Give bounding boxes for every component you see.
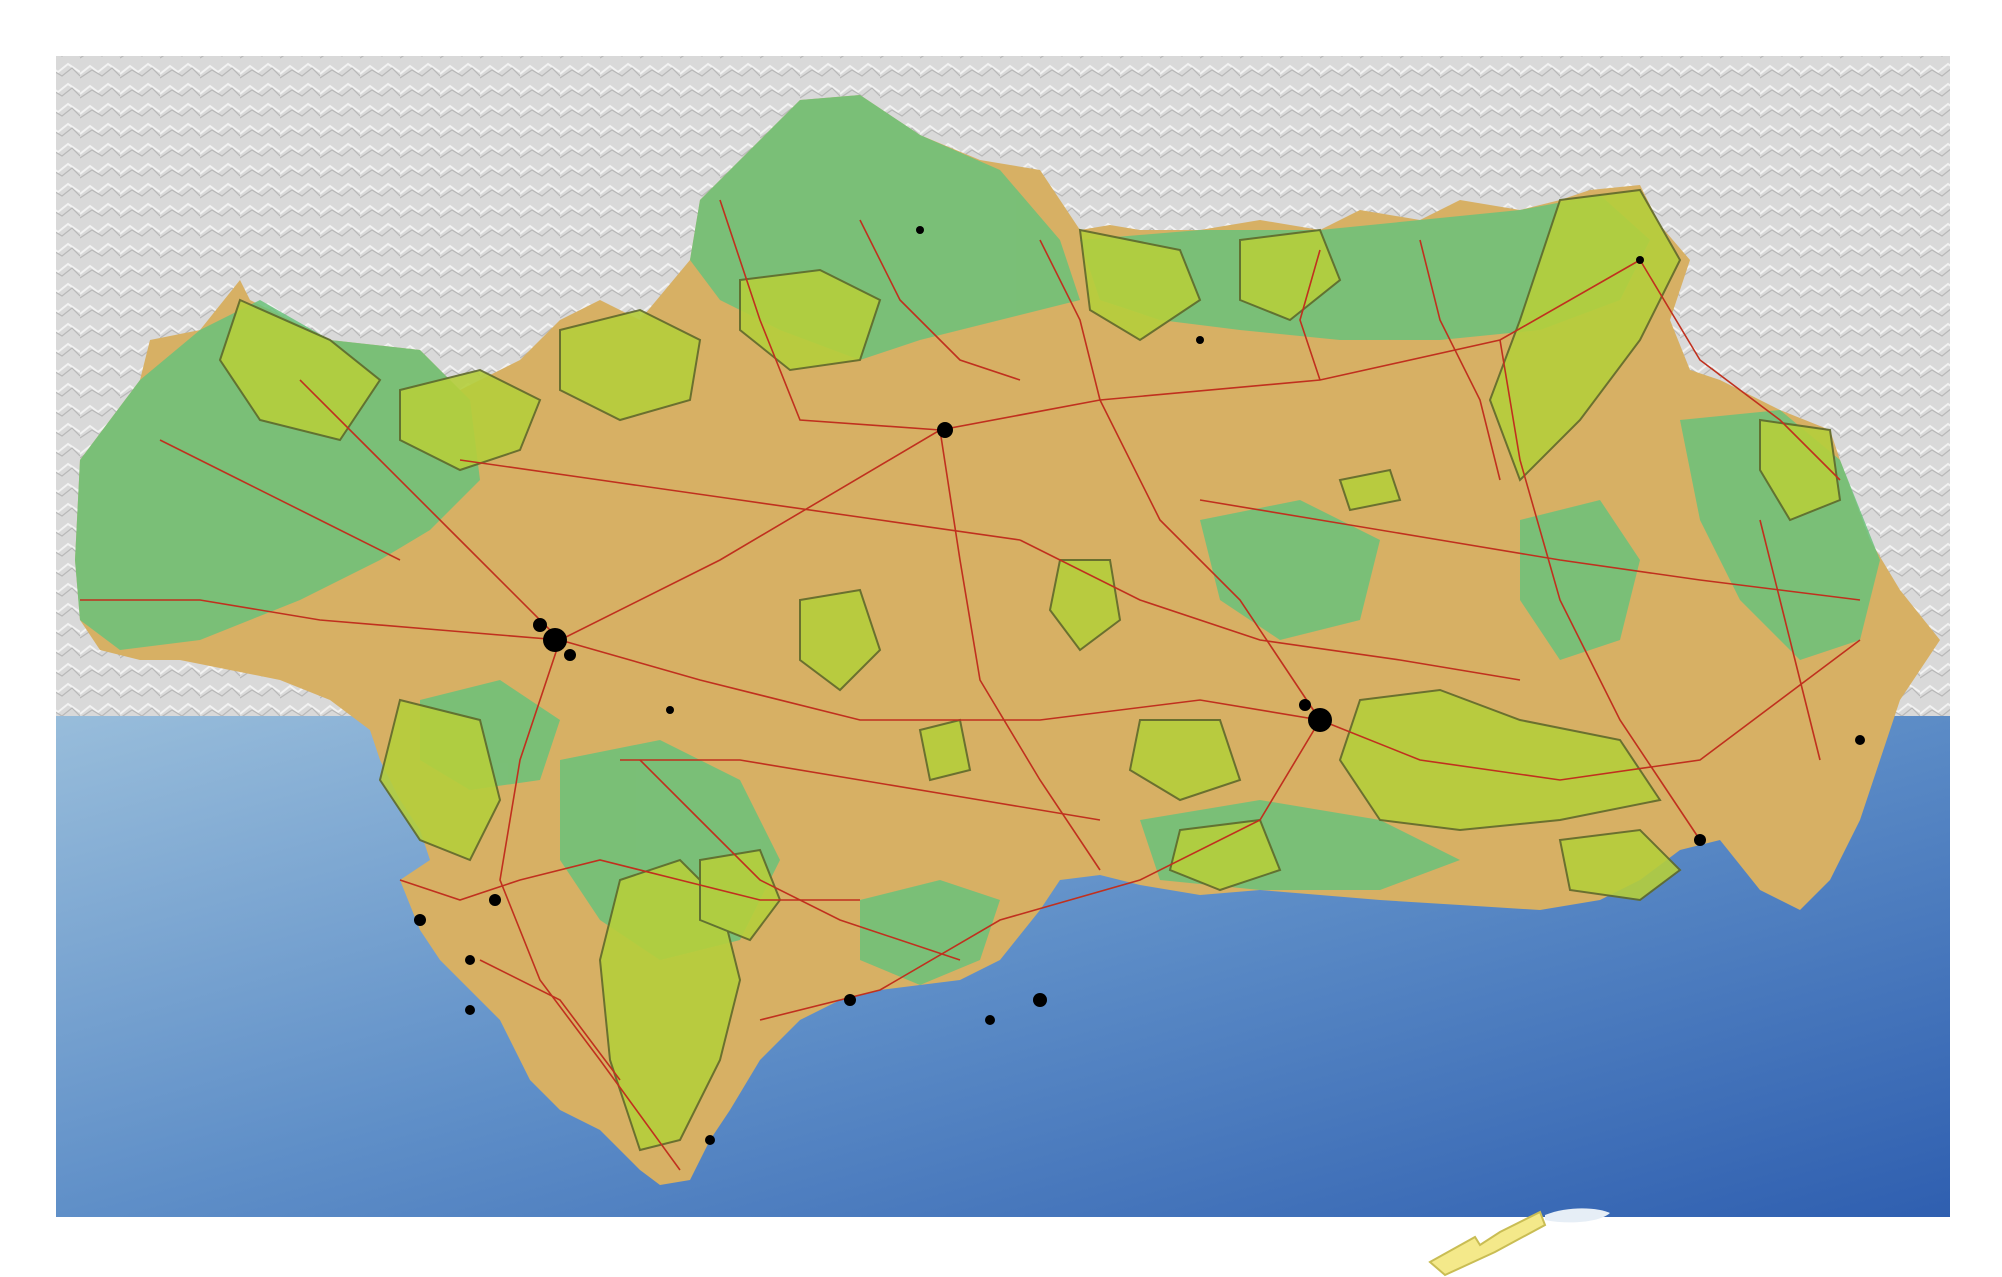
alboran-island-patch — [1430, 1212, 1545, 1275]
